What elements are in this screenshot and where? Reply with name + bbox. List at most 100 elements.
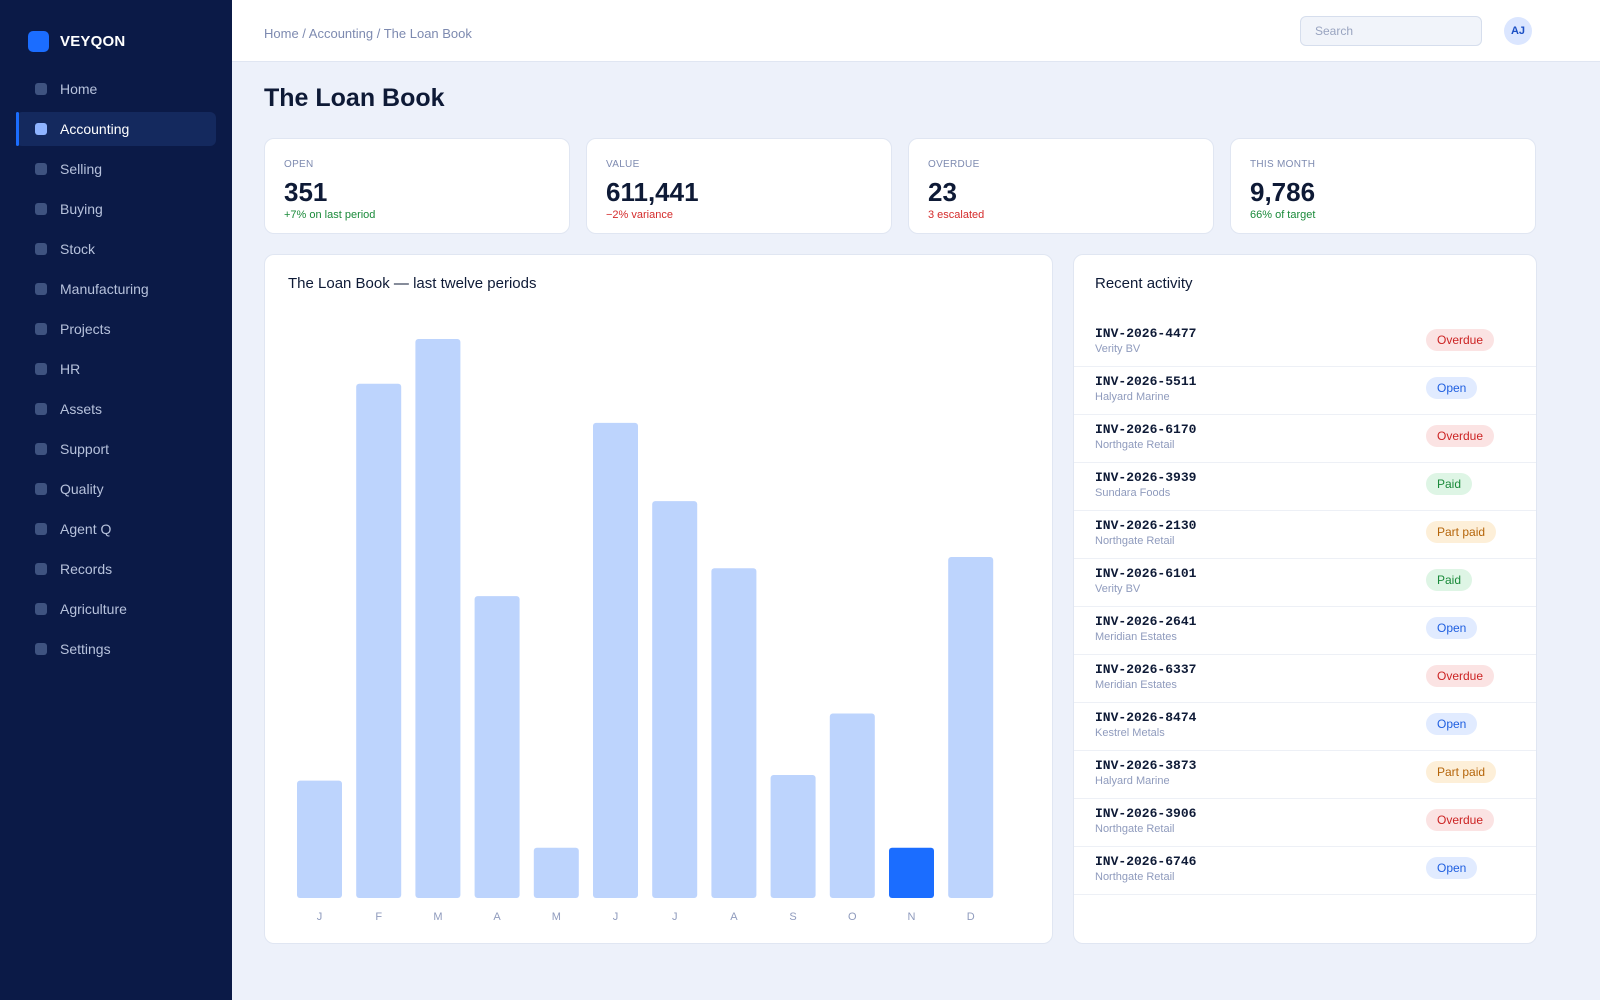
bar-11[interactable] [948, 557, 994, 898]
invoice-id[interactable]: INV-2026-6746 [1095, 854, 1197, 869]
bar-10[interactable] [889, 847, 934, 898]
nav-dot-icon [35, 243, 47, 255]
bar-3[interactable] [474, 596, 520, 898]
kpi-card-this-month[interactable]: THIS MONTH 9,786 66% of target [1230, 138, 1536, 234]
invoice-party: Northgate Retail [1095, 439, 1175, 451]
sidebar-item-settings[interactable]: Settings [16, 632, 216, 666]
activity-row[interactable]: INV-2026-5511 Halyard Marine Open [1074, 367, 1536, 415]
bar-6[interactable] [652, 501, 698, 898]
x-tick-label: S [789, 911, 796, 923]
invoice-party: Verity BV [1095, 343, 1141, 355]
invoice-id[interactable]: INV-2026-5511 [1095, 374, 1197, 389]
nav-dot-icon [35, 443, 47, 455]
sidebar-item-label: HR [60, 361, 81, 377]
sidebar-item-manufacturing[interactable]: Manufacturing [16, 272, 216, 306]
status-badge: Open [1426, 377, 1478, 399]
kpi-card-value[interactable]: VALUE 611,441 −2% variance [586, 138, 892, 234]
invoice-id[interactable]: INV-2026-6170 [1095, 422, 1197, 437]
activity-row[interactable]: INV-2026-2641 Meridian Estates Open [1074, 607, 1536, 655]
sidebar-item-quality[interactable]: Quality [16, 472, 216, 506]
activity-row[interactable]: INV-2026-6337 Meridian Estates Overdue [1074, 655, 1536, 703]
kpi-value: 23 [928, 177, 957, 207]
bar-2[interactable] [415, 339, 461, 898]
sidebar-item-label: Home [60, 81, 98, 97]
brand-logo-icon [28, 30, 49, 52]
nav-dot-icon [35, 643, 47, 655]
kpi-card-overdue[interactable]: OVERDUE 23 3 escalated [908, 138, 1214, 234]
activity-list: INV-2026-4477 Verity BV Overdue INV-2026-55… [1074, 319, 1536, 895]
invoice-id[interactable]: INV-2026-3939 [1095, 470, 1197, 485]
status-badge: Overdue [1426, 665, 1495, 687]
invoice-id[interactable]: INV-2026-8474 [1095, 710, 1197, 725]
status-badge: Open [1426, 713, 1478, 735]
sidebar-item-accounting[interactable]: Accounting [16, 112, 216, 146]
activity-row[interactable]: INV-2026-8474 Kestrel Metals Open [1074, 703, 1536, 751]
sidebar-item-agent-q[interactable]: Agent Q [16, 512, 216, 546]
brand[interactable]: VEYQON [28, 30, 125, 52]
avatar[interactable]: AJ [1504, 17, 1532, 45]
invoice-id[interactable]: INV-2026-2130 [1095, 518, 1197, 533]
search-input[interactable] [1300, 16, 1482, 46]
brand-name: VEYQON [60, 32, 126, 50]
activity-row[interactable]: INV-2026-3906 Northgate Retail Overdue [1074, 799, 1536, 847]
kpi-delta: 3 escalated [928, 209, 985, 221]
activity-row[interactable]: INV-2026-6101 Verity BV Paid [1074, 559, 1536, 607]
sidebar-item-projects[interactable]: Projects [16, 312, 216, 346]
sidebar-item-assets[interactable]: Assets [16, 392, 216, 426]
invoice-party: Verity BV [1095, 583, 1141, 595]
x-tick-label: F [375, 911, 382, 923]
invoice-party: Northgate Retail [1095, 535, 1175, 547]
bar-8[interactable] [770, 775, 816, 898]
kpi-delta: −2% variance [606, 209, 673, 221]
nav-dot-icon [35, 563, 47, 575]
breadcrumb[interactable]: Home / Accounting / The Loan Book [264, 26, 472, 41]
status-badge: Open [1426, 617, 1478, 639]
activity-row[interactable]: INV-2026-3939 Sundara Foods Paid [1074, 463, 1536, 511]
sidebar-item-support[interactable]: Support [16, 432, 216, 466]
invoice-party: Northgate Retail [1095, 823, 1175, 835]
topbar: Home / Accounting / The Loan Book AJ [232, 0, 1600, 62]
kpi-label: OPEN [284, 159, 314, 170]
nav-dot-icon [35, 483, 47, 495]
activity-title: Recent activity [1095, 275, 1193, 292]
kpi-card-open[interactable]: OPEN 351 +7% on last period [264, 138, 570, 234]
activity-row[interactable]: INV-2026-4477 Verity BV Overdue [1074, 319, 1536, 367]
bar-0[interactable] [297, 780, 342, 898]
x-tick-label: J [672, 911, 678, 923]
activity-row[interactable]: INV-2026-6170 Northgate Retail Overdue [1074, 415, 1536, 463]
sidebar-item-agriculture[interactable]: Agriculture [16, 592, 216, 626]
invoice-id[interactable]: INV-2026-3906 [1095, 806, 1197, 821]
bar-4[interactable] [533, 847, 579, 898]
activity-row[interactable]: INV-2026-6746 Northgate Retail Open [1074, 847, 1536, 895]
invoice-id[interactable]: INV-2026-4477 [1095, 326, 1197, 341]
invoice-id[interactable]: INV-2026-6101 [1095, 566, 1197, 581]
nav-dot-icon [35, 83, 47, 95]
chart-title: The Loan Book — last twelve periods [288, 275, 537, 292]
x-tick-label: J [317, 911, 323, 923]
bar-9[interactable] [829, 713, 875, 898]
activity-row[interactable]: INV-2026-2130 Northgate Retail Part paid [1074, 511, 1536, 559]
x-tick-label: O [848, 911, 857, 923]
sidebar-nav: Home Accounting Selling Buying Stock Manufact… [16, 72, 216, 672]
bar-5[interactable] [593, 422, 638, 898]
sidebar-item-records[interactable]: Records [16, 552, 216, 586]
kpi-value: 351 [284, 177, 328, 207]
sidebar-item-stock[interactable]: Stock [16, 232, 216, 266]
sidebar-item-buying[interactable]: Buying [16, 192, 216, 226]
status-badge: Paid [1426, 569, 1473, 591]
nav-dot-icon [35, 163, 47, 175]
status-badge: Open [1426, 857, 1478, 879]
x-tick-label: A [493, 911, 501, 923]
activity-row[interactable]: INV-2026-3873 Halyard Marine Part paid [1074, 751, 1536, 799]
bar-1[interactable] [356, 383, 402, 899]
sidebar-item-label: Assets [60, 401, 103, 417]
status-badge: Part paid [1426, 761, 1497, 783]
sidebar-item-hr[interactable]: HR [16, 352, 216, 386]
sidebar-item-selling[interactable]: Selling [16, 152, 216, 186]
invoice-id[interactable]: INV-2026-6337 [1095, 662, 1197, 677]
chart-card: The Loan Book — last twelve periods J F M A… [264, 254, 1053, 944]
bar-7[interactable] [711, 568, 757, 898]
invoice-id[interactable]: INV-2026-3873 [1095, 758, 1197, 773]
invoice-id[interactable]: INV-2026-2641 [1095, 614, 1197, 629]
sidebar-item-home[interactable]: Home [16, 72, 216, 106]
